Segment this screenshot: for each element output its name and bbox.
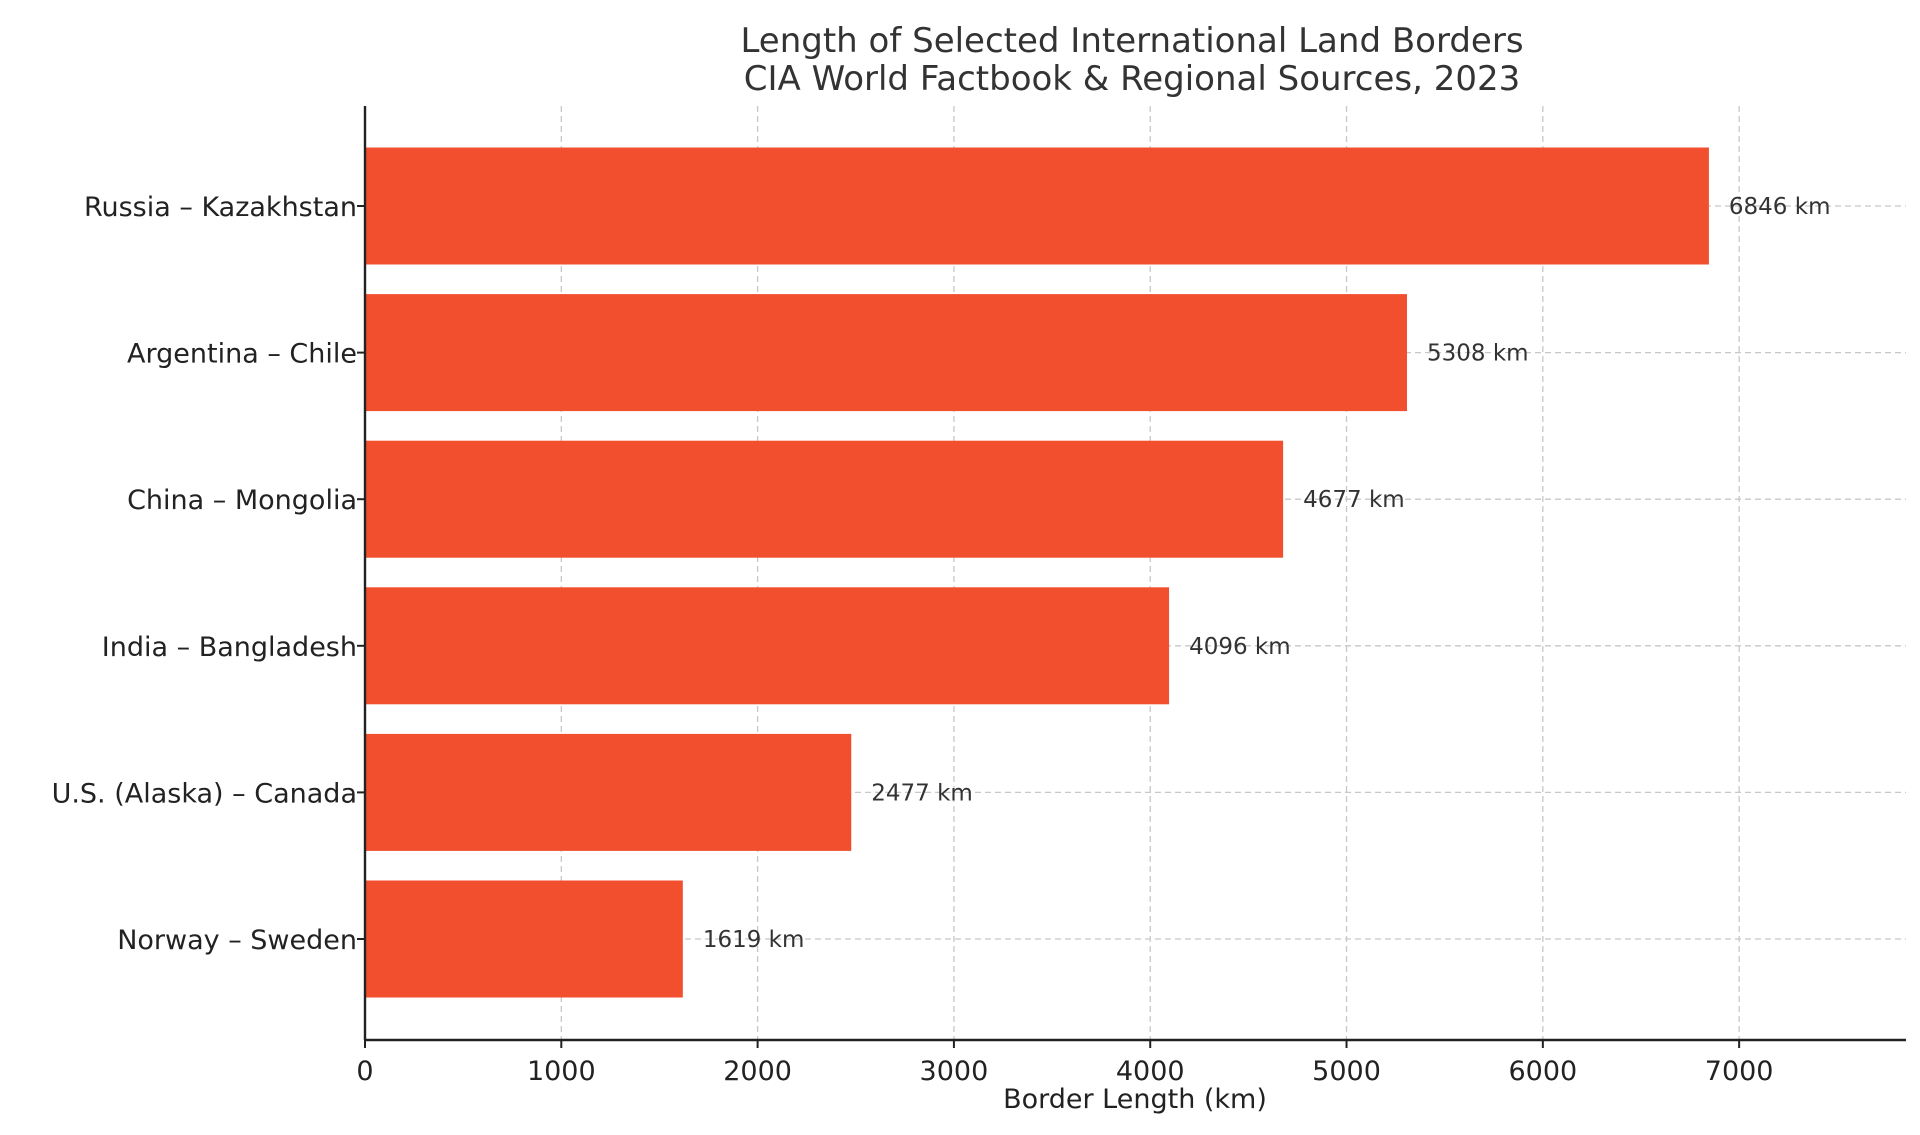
- x-ticks: 0 1000 2000 3000 4000 5000 6000 7000: [356, 205, 1774, 1087]
- bar: [365, 733, 852, 851]
- chart-title: Length of Selected International Land Bo…: [740, 21, 1523, 61]
- bar: [365, 880, 683, 998]
- x-tick-label: 5000: [1312, 1056, 1381, 1087]
- data-label: 6846 km: [1729, 194, 1831, 220]
- x-tick-label: 0: [356, 1056, 373, 1087]
- bar: [365, 440, 1284, 558]
- category-label: India – Bangladesh: [102, 632, 357, 663]
- category-label: U.S. (Alaska) – Canada: [52, 778, 357, 809]
- data-label: 4677 km: [1303, 487, 1405, 513]
- category-labels: Russia – Kazakhstan Argentina – Chile Chin…: [52, 192, 357, 956]
- x-axis-label: Border Length (km): [1003, 1084, 1267, 1115]
- bar: [365, 294, 1407, 412]
- data-label: 5308 km: [1427, 341, 1529, 367]
- data-label: 2477 km: [871, 780, 973, 806]
- x-tick-label: 6000: [1508, 1056, 1577, 1087]
- category-label: China – Mongolia: [127, 485, 357, 516]
- x-tick-label: 4000: [1116, 1056, 1185, 1087]
- category-label: Argentina – Chile: [127, 339, 357, 370]
- x-tick-label: 3000: [920, 1056, 989, 1087]
- category-label: Norway – Sweden: [117, 925, 357, 956]
- data-label: 1619 km: [703, 927, 805, 953]
- bar: [365, 147, 1709, 265]
- x-tick-label: 7000: [1705, 1056, 1774, 1087]
- bars: [365, 147, 1709, 998]
- data-labels: 6846 km 5308 km 4677 km 4096 km 2477 km 1619 …: [703, 194, 1831, 953]
- x-tick-label: 1000: [527, 1056, 596, 1087]
- chart-subtitle: CIA World Factbook & Regional Sources, 2…: [744, 59, 1521, 99]
- bar: [365, 587, 1170, 705]
- data-label: 4096 km: [1189, 634, 1291, 660]
- x-tick-label: 2000: [723, 1056, 792, 1087]
- category-label: Russia – Kazakhstan: [84, 192, 357, 223]
